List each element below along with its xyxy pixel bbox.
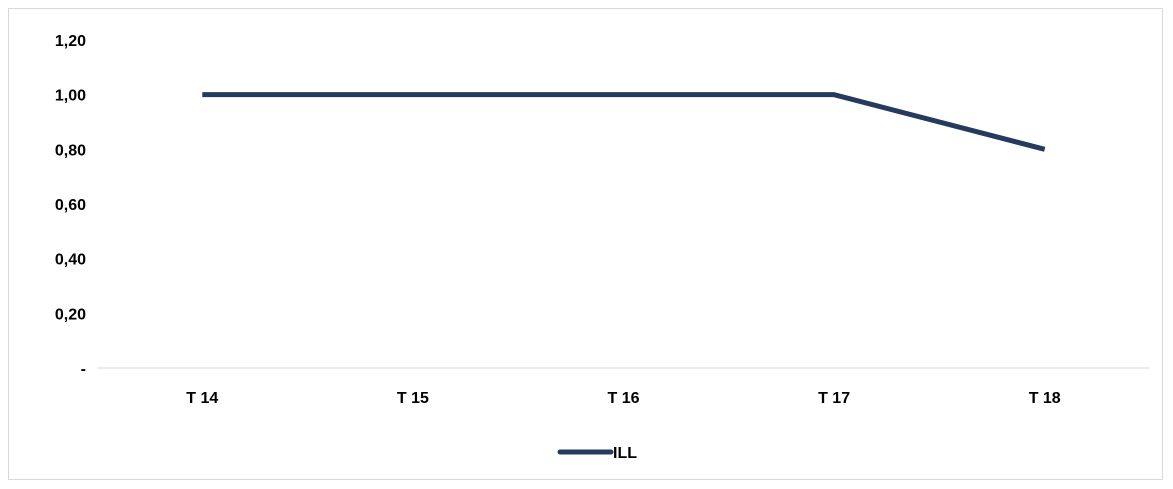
x-tick-label: T 16	[607, 390, 639, 407]
y-tick-label: 1,00	[55, 88, 86, 105]
legend-label: ILL	[613, 445, 637, 462]
y-axis-ticks: - 0,20 0,40 0,60 0,80 1,00 1,20	[55, 33, 86, 378]
x-tick-label: T 14	[186, 390, 218, 407]
y-tick-label: 0,20	[55, 306, 86, 323]
y-tick-label: -	[81, 361, 86, 378]
legend: ILL	[557, 445, 637, 462]
series-line-ill	[202, 92, 1046, 152]
x-tick-label: T 18	[1029, 390, 1061, 407]
y-tick-label: 0,40	[55, 252, 86, 269]
x-axis-ticks: T 14 T 15 T 16 T 17 T 18	[186, 390, 1061, 407]
y-tick-label: 0,80	[55, 142, 86, 159]
x-tick-label: T 15	[397, 390, 429, 407]
y-tick-label: 1,20	[55, 33, 86, 50]
chart-area	[8, 8, 1163, 480]
x-tick-label: T 17	[818, 390, 850, 407]
y-tick-label: 0,60	[55, 197, 86, 214]
series-group	[202, 92, 1046, 152]
